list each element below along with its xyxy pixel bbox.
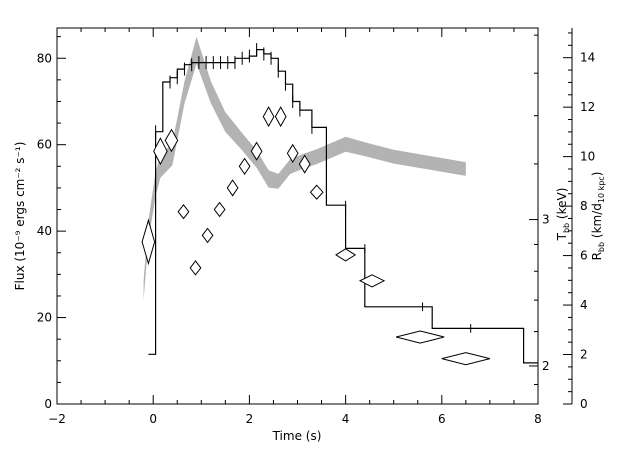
temperature-diamond [309,184,324,200]
flux-step-line [148,49,538,364]
radius-axis-label: Rbb (km/d10 kpc) [590,172,606,261]
temperature-diamond [189,260,202,276]
x-tick-label: 6 [438,412,446,426]
y-axis-label: Flux (10⁻⁹ ergs cm⁻² s⁻¹) [13,142,27,291]
temperature-diamond [164,128,179,153]
temperature-diamond [274,106,287,128]
y-tick-label: 80 [37,51,52,65]
flux-histogram-layer [148,49,538,364]
temperature-diamonds-layer [141,106,491,366]
y-tick-label: 20 [37,311,52,325]
x-tick-label: −2 [48,412,66,426]
temperature-diamond [358,274,386,288]
temperature-diamond [201,227,214,244]
temperature-diamond [153,137,168,166]
x-tick-label: 8 [534,412,542,426]
temperature-axis-label: Tbb (keV) [555,188,571,242]
y-tick-label: 60 [37,138,52,152]
radius-tick-label: 0 [580,397,588,411]
temperature-diamond [395,330,445,344]
flux-error-bars-layer [155,43,472,333]
temperature-diamond [226,179,239,197]
radius-tick-label: 2 [580,348,588,362]
y-tick-label: 40 [37,224,52,238]
temperature-diamond [286,143,299,163]
x-axis-label: Time (s) [272,429,322,443]
temperature-diamond [298,154,311,174]
temperature-diamond [213,201,226,218]
axes-layer [56,27,573,405]
temperature-tick-label: 3 [542,213,550,227]
x-tick-label: 4 [342,412,350,426]
temperature-diamond [238,157,251,175]
temperature-diamond [177,203,190,220]
radius-tick-label: 10 [580,150,595,164]
radius-tick-label: 6 [580,249,588,263]
radius-tick-label: 8 [580,199,588,213]
temperature-diamond [335,248,357,262]
y-tick-label: 0 [44,397,52,411]
temperature-diamond [262,106,275,128]
x-tick-label: 2 [246,412,254,426]
temperature-diamond [250,141,263,161]
x-tick-label: 0 [149,412,157,426]
radius-tick-label: 4 [580,298,588,312]
temperature-tick-label: 2 [542,359,550,373]
temperature-diamond [141,218,156,266]
plot-frame [56,27,539,405]
temperature-diamond [441,352,491,366]
radius-tick-label: 12 [580,100,595,114]
radius-tick-label: 14 [580,51,595,65]
